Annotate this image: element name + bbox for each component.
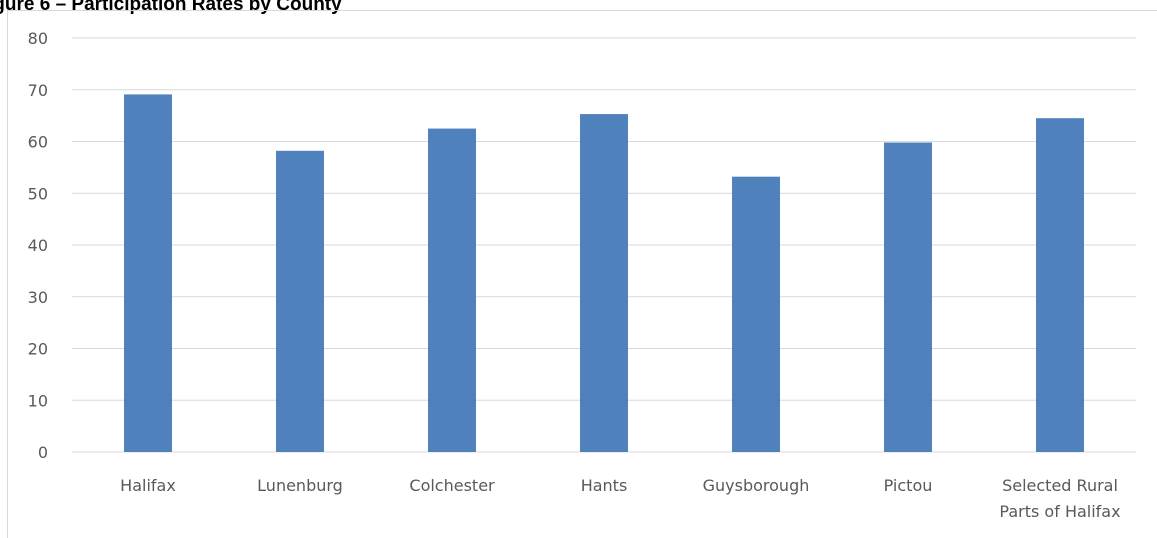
bar-selected-rural-parts-of-halifax: [1036, 118, 1084, 453]
chart-title: igure 6 – Participation Rates by County: [0, 0, 342, 15]
y-tick-label: 30: [28, 288, 48, 307]
bar-colchester: [428, 128, 476, 452]
y-tick-label: 70: [28, 81, 48, 100]
x-tick-label: Colchester: [409, 476, 495, 495]
y-tick-label: 40: [28, 236, 48, 255]
y-tick-label: 0: [38, 443, 48, 462]
x-tick-label: Guysborough: [703, 476, 810, 495]
bar-halifax: [124, 94, 172, 452]
bars: [124, 94, 1084, 453]
bar-guysborough: [732, 176, 780, 452]
x-tick-label: Hants: [581, 476, 628, 495]
bar-hants: [580, 114, 628, 452]
y-tick-label: 50: [28, 184, 48, 203]
y-tick-label: 10: [28, 391, 48, 410]
chart-frame: [7, 10, 1157, 538]
bar-lunenburg: [276, 150, 324, 452]
bar-pictou: [884, 142, 932, 452]
x-tick-label: Halifax: [120, 476, 176, 495]
y-axis-ticks: 0 10 20 30 40 50 60 70 80: [28, 29, 48, 462]
x-tick-label: Pictou: [884, 476, 933, 495]
y-tick-label: 60: [28, 133, 48, 152]
x-axis-categories: Halifax Lunenburg Colchester Hants Guysborou…: [120, 476, 1120, 521]
gridlines: [72, 37, 1136, 453]
x-tick-label: Selected Rural Parts of Halifax: [999, 476, 1120, 521]
y-tick-label: 20: [28, 340, 48, 359]
y-tick-label: 80: [28, 29, 48, 48]
x-tick-label: Lunenburg: [257, 476, 343, 495]
